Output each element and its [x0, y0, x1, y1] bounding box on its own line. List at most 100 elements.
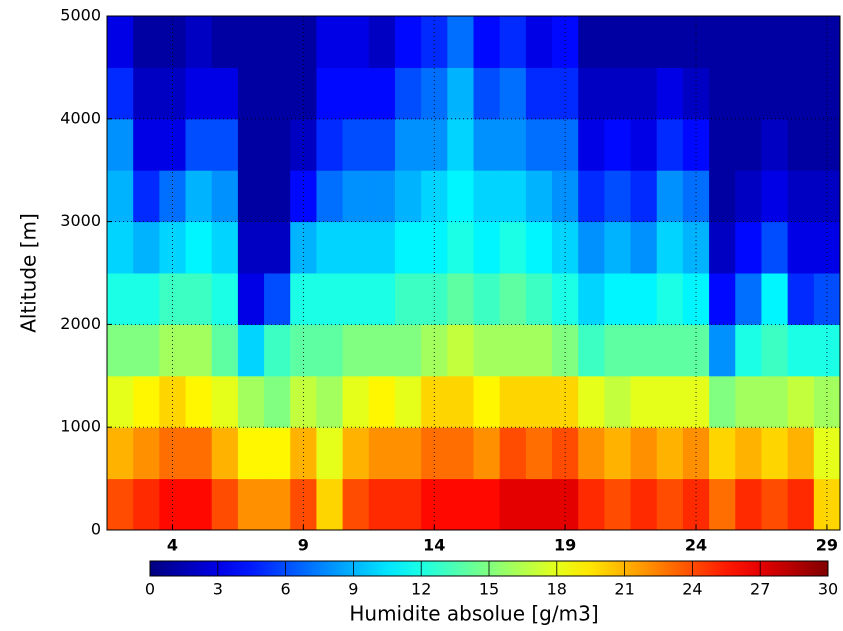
heatmap-cell — [656, 118, 684, 171]
heatmap-cell — [630, 273, 658, 325]
heatmap-cell — [290, 67, 317, 120]
heatmap-cell — [394, 324, 422, 377]
heatmap-cell — [211, 16, 239, 68]
heatmap-cell — [813, 324, 841, 377]
heatmap-cell — [394, 221, 422, 274]
heatmap-cell — [604, 427, 632, 480]
heatmap-cell — [604, 16, 632, 68]
heatmap-cell — [133, 16, 160, 68]
heatmap-cell — [578, 118, 605, 171]
heatmap-cell — [159, 67, 187, 120]
heatmap-cell — [211, 427, 239, 480]
heatmap-cell — [447, 170, 474, 223]
heatmap-cell — [237, 221, 265, 274]
heatmap-cell — [159, 375, 187, 428]
heatmap-cell — [709, 478, 736, 531]
colorbar-tick-label: 18 — [547, 580, 567, 599]
colorbar-tick-label: 24 — [682, 580, 702, 599]
heatmap-cell — [342, 118, 370, 171]
heatmap-cell — [185, 170, 213, 223]
heatmap-cell — [394, 118, 422, 171]
heatmap-cell — [368, 375, 396, 428]
heatmap-cell — [682, 324, 710, 377]
heatmap-cell — [368, 16, 396, 68]
heatmap-cell — [447, 118, 474, 171]
heatmap-cell — [709, 221, 736, 274]
heatmap — [107, 16, 841, 531]
heatmap-cell — [525, 118, 553, 171]
heatmap-cell — [159, 427, 187, 480]
heatmap-cell — [316, 221, 344, 274]
heatmap-cell — [761, 118, 789, 171]
heatmap-cell — [735, 478, 762, 531]
heatmap-cell — [525, 375, 553, 428]
heatmap-cell — [813, 221, 841, 274]
heatmap-cell — [264, 273, 291, 325]
heatmap-cell — [473, 273, 501, 325]
heatmap-cell — [761, 273, 789, 325]
heatmap-cell — [578, 324, 605, 377]
heatmap-cell — [185, 273, 213, 325]
heatmap-cell — [368, 170, 396, 223]
heatmap-cell — [499, 16, 527, 68]
heatmap-cell — [237, 118, 265, 171]
heatmap-cell — [107, 118, 134, 171]
heatmap-cell — [107, 67, 134, 120]
heatmap-cell — [473, 16, 501, 68]
heatmap-cell — [368, 118, 396, 171]
heatmap-cell — [473, 427, 501, 480]
heatmap-cell — [761, 16, 789, 68]
y-tick-label: 3000 — [60, 211, 101, 230]
heatmap-cell — [761, 375, 789, 428]
heatmap-cell — [107, 427, 134, 480]
heatmap-cell — [656, 16, 684, 68]
heatmap-cell — [316, 375, 344, 428]
heatmap-cell — [630, 375, 658, 428]
heatmap-cell — [525, 427, 553, 480]
heatmap-cell — [264, 478, 291, 531]
heatmap-cell — [342, 170, 370, 223]
heatmap-cell — [316, 67, 344, 120]
heatmap-cell — [735, 427, 762, 480]
heatmap-cell — [525, 478, 553, 531]
heatmap-cell — [316, 324, 344, 377]
heatmap-cell — [735, 324, 762, 377]
heatmap-cell — [237, 375, 265, 428]
heatmap-cell — [185, 375, 213, 428]
heatmap-cell — [133, 427, 160, 480]
heatmap-cell — [552, 375, 579, 428]
heatmap-cell — [107, 221, 134, 274]
heatmap-cell — [473, 170, 501, 223]
heatmap-cell — [107, 478, 134, 531]
heatmap-cell — [107, 375, 134, 428]
heatmap-cell — [237, 324, 265, 377]
heatmap-cell — [578, 478, 605, 531]
x-tick-label: 19 — [554, 536, 576, 555]
x-tick-label: 14 — [423, 536, 445, 555]
heatmap-cell — [787, 16, 815, 68]
heatmap-cell — [290, 427, 317, 480]
heatmap-cell — [709, 118, 736, 171]
heatmap-cell — [578, 67, 605, 120]
heatmap-cell — [473, 375, 501, 428]
heatmap-cell — [211, 273, 239, 325]
heatmap-cell — [735, 67, 762, 120]
heatmap-cell — [578, 375, 605, 428]
heatmap-cell — [211, 170, 239, 223]
y-tick-label: 0 — [91, 520, 101, 539]
y-axis-label: Altitude [m] — [17, 213, 41, 333]
colorbar-label: Humidite absolue [g/m3] — [349, 602, 598, 626]
heatmap-cell — [185, 16, 213, 68]
heatmap-cell — [787, 324, 815, 377]
heatmap-cell — [761, 67, 789, 120]
heatmap-cell — [421, 375, 448, 428]
x-tick-label: 9 — [298, 536, 309, 555]
heatmap-cell — [447, 324, 474, 377]
colorbar-tick-label: 21 — [614, 580, 634, 599]
heatmap-cell — [761, 427, 789, 480]
heatmap-cell — [237, 170, 265, 223]
colorbar-tick-label: 12 — [411, 580, 431, 599]
heatmap-cell — [578, 170, 605, 223]
heatmap-cell — [630, 170, 658, 223]
heatmap-cell — [552, 221, 579, 274]
